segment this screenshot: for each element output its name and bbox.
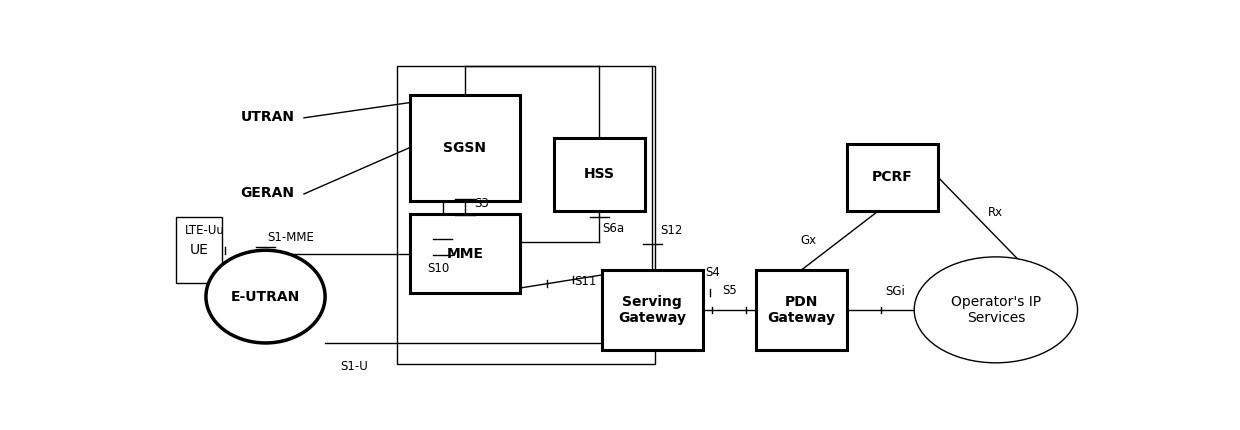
FancyBboxPatch shape [176,217,222,283]
Text: Rx: Rx [988,206,1003,219]
FancyBboxPatch shape [397,67,655,365]
Ellipse shape [914,257,1078,363]
Text: Gx: Gx [800,234,816,247]
FancyBboxPatch shape [755,270,847,350]
Text: SGSN: SGSN [444,141,486,155]
Text: PCRF: PCRF [872,170,913,184]
Text: S5: S5 [722,284,737,297]
Ellipse shape [206,250,325,343]
FancyBboxPatch shape [554,138,645,211]
Text: LTE-Uu: LTE-Uu [185,224,224,237]
Text: UTRAN: UTRAN [241,110,294,124]
FancyBboxPatch shape [601,270,703,350]
Text: S3: S3 [475,197,490,210]
Text: SGi: SGi [885,285,905,298]
Text: HSS: HSS [584,167,615,181]
Text: PDN
Gateway: PDN Gateway [768,295,836,325]
Text: S10: S10 [427,262,449,275]
Text: S1-U: S1-U [340,359,368,372]
Text: S12: S12 [660,224,682,237]
Text: E-UTRAN: E-UTRAN [231,290,300,304]
FancyBboxPatch shape [409,214,521,293]
Text: S6a: S6a [603,222,625,235]
Text: S1-MME: S1-MME [268,230,314,244]
FancyBboxPatch shape [847,144,939,211]
Text: Serving
Gateway: Serving Gateway [619,295,686,325]
Text: GERAN: GERAN [241,186,294,200]
Text: MME: MME [446,246,484,261]
Text: S4: S4 [706,266,720,279]
FancyBboxPatch shape [409,95,521,200]
Text: UE: UE [190,243,208,257]
Text: S11: S11 [574,275,596,288]
Text: Operator's IP
Services: Operator's IP Services [951,295,1040,325]
